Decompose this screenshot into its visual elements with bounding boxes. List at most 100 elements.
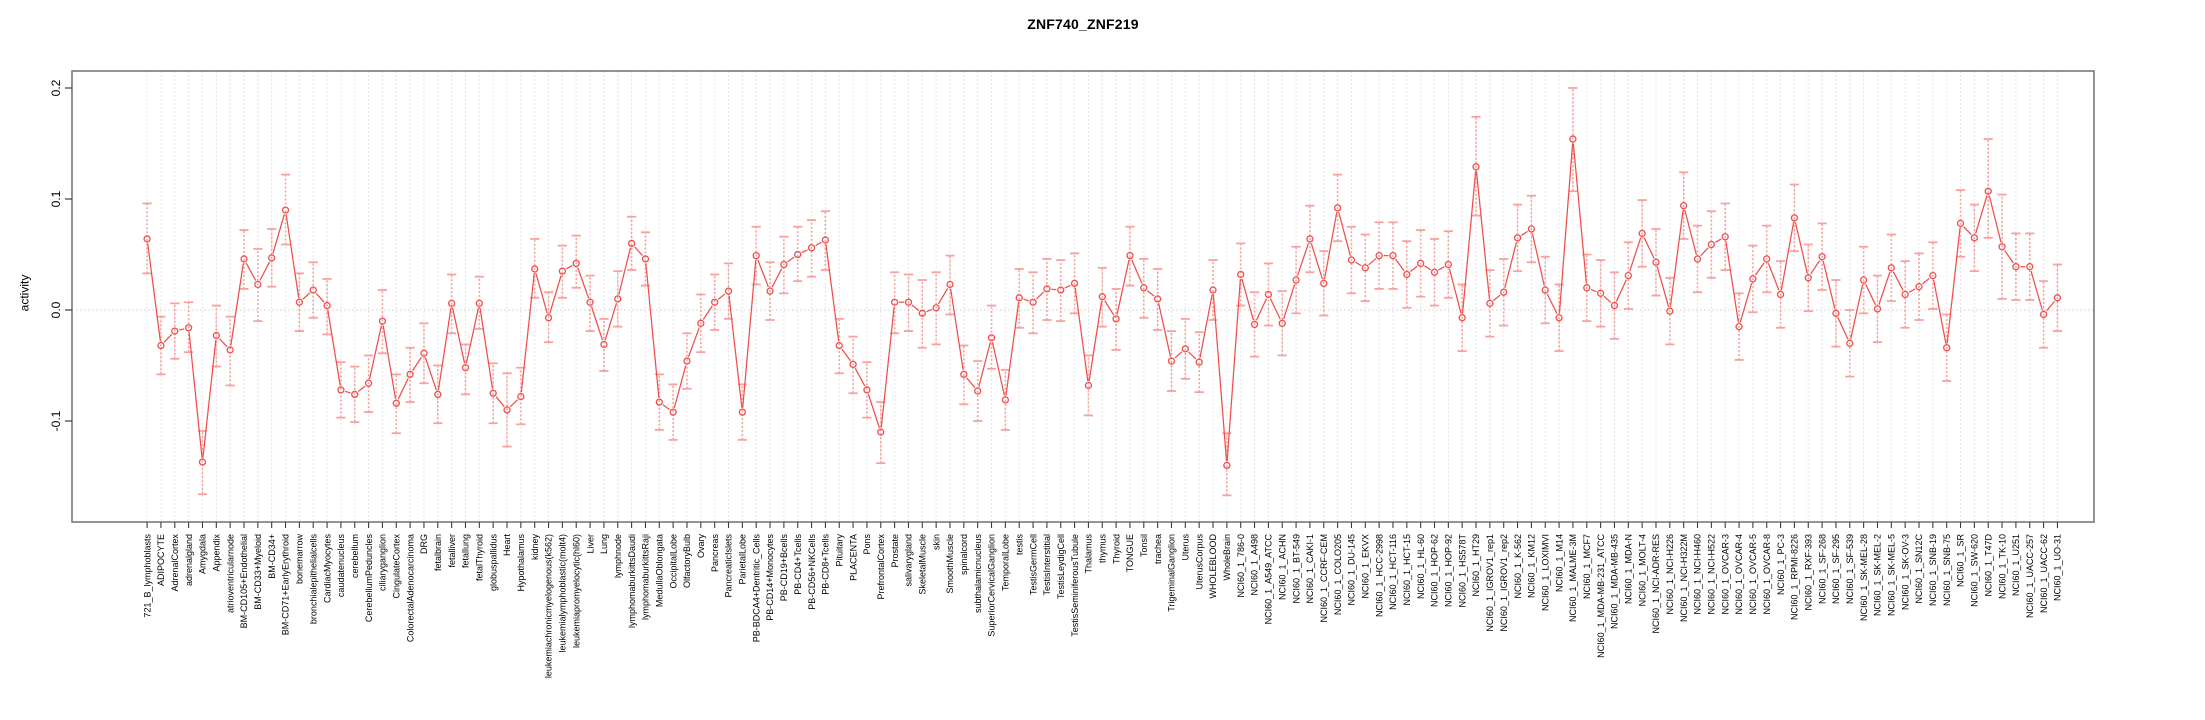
series-segment [867,394,880,429]
x-tick-label: caudatenucleus [336,534,346,598]
data-point [309,286,317,294]
data-point [1403,270,1411,279]
data-point [960,370,968,379]
series-segment [382,325,397,399]
series-segment [1739,283,1753,323]
series-segment [272,214,285,254]
series-segment [702,305,713,320]
chart-title: ZNF740_ZNF219 [1027,16,1139,32]
x-tick-label: NCI60_1_UO-31 [2053,534,2063,601]
x-tick-label: Uterus [1181,534,1191,561]
data-point [1832,309,1840,317]
data-point [669,408,677,416]
data-point [1555,314,1563,322]
data-point [1292,276,1300,284]
data-point [1084,381,1093,390]
data-point [1361,264,1369,272]
data-point [1167,357,1176,365]
x-tick-label: DRG [419,534,429,554]
x-tick-label: NCI60_1_SN12C [1914,534,1924,604]
x-tick-label: CardiacMyocytes [322,534,332,604]
x-tick-label: NCI60_1_A498 [1250,534,1260,596]
series-segment [202,339,217,458]
x-tick-label: testis [1014,534,1024,556]
data-point [1610,301,1619,310]
data-point [1763,255,1771,263]
series-segment [1837,317,1849,340]
x-tick-label: WHOLEBLOOD [1208,534,1218,599]
data-point [1915,283,1923,291]
series-segment [1492,294,1501,302]
data-point [794,250,802,259]
series-segment [1714,238,1722,243]
series-segment [424,357,437,391]
x-tick-label: bronchialepithelialcells [308,534,318,625]
x-tick-label: NCI60_1_K-562 [1513,534,1523,599]
data-point [1846,339,1854,347]
x-tick-label: NCI60_1_CAKI-1 [1305,534,1315,604]
x-tick-label: lymphomaburkittsDaudi [627,534,637,628]
data-point [1223,461,1231,470]
x-tick-label: BM-CD71+EarlyErythroid [281,534,291,635]
series-segment [1158,303,1172,357]
series-segment [1603,295,1612,304]
series-segment [1035,291,1045,300]
series-segment [1933,279,1947,344]
x-tick-label: globuspallidus [488,534,498,592]
x-tick-label: NCI60_1_RPMI-8226 [1790,534,1800,620]
x-tick-label: NCI60_1_SNB-75 [1942,534,1952,606]
data-point [1112,315,1120,323]
x-tick-label: NCI60_1_SK-MEL-2 [1873,534,1883,616]
series-segment [815,241,822,247]
x-tick-label: Hypothalamus [516,534,526,592]
series-segment [742,260,757,408]
data-point [932,304,940,312]
series-segment [801,249,808,254]
data-point [1790,214,1799,222]
data-point [1153,295,1162,303]
x-tick-label: NCI60_1_OVCAR-8 [1762,534,1772,615]
y-tick-label: 0.1 [49,190,63,207]
data-point [1818,253,1826,261]
data-point [1306,235,1314,243]
data-point [586,298,594,306]
data-point [1970,234,1979,242]
data-point [600,340,608,349]
series-segment [1296,243,1310,276]
data-point [2053,294,2062,302]
data-point [655,398,663,406]
data-point [475,299,483,307]
data-point [1596,289,1605,298]
data-point [1057,286,1065,294]
x-tick-label: Heart [502,534,512,557]
series-segment [604,303,618,341]
data-point [711,298,719,306]
data-point [1430,268,1439,276]
x-tick-label: Ovary [696,534,706,559]
data-point [143,235,151,243]
x-tick-label: Pituitary [834,534,844,567]
x-tick-label: CingulateCortex [391,534,401,599]
series-segment [451,307,466,364]
series-segment [412,356,423,371]
x-tick-label: leukemialymphoblastic(molt4) [558,534,568,653]
data-point [295,298,304,306]
data-point [1943,344,1951,352]
x-tick-label: NCI60_1_UACC-62 [2039,534,2049,613]
data-point [392,399,400,407]
x-tick-label: NCI60_1_SR [1956,534,1966,588]
data-point [724,287,733,295]
data-point [1500,288,1508,296]
series-segment [1323,212,1338,280]
data-point [1929,271,1937,280]
data-point [1209,286,1217,294]
data-point [1873,305,1882,313]
series-segment [1438,266,1445,271]
data-point [1140,284,1148,292]
data-point [1569,135,1577,143]
x-tick-label: TONGUE [1125,534,1135,572]
x-tick-label: trachea [1153,534,1163,564]
x-tick-label: NCI60_1_TK-10 [1997,534,2007,599]
x-tick-label: SuperiorCervicalGanglion [987,534,997,637]
data-point [918,309,926,317]
